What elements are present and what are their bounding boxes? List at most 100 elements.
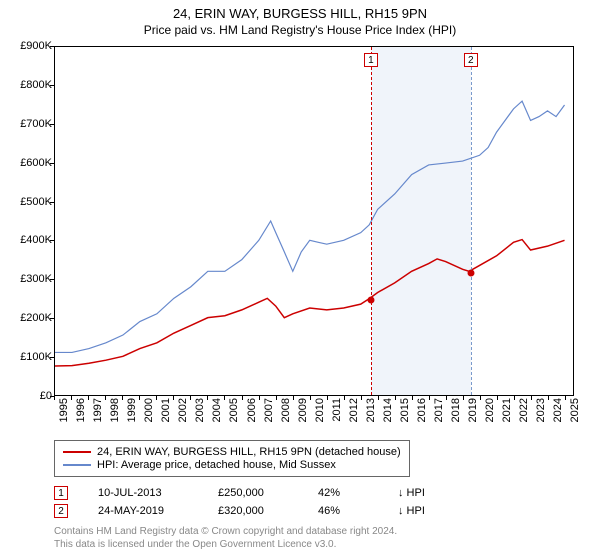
x-tick-mark [548, 396, 549, 400]
x-tick-label: 2025 [569, 398, 581, 422]
x-tick-mark [173, 396, 174, 400]
legend-item: 24, ERIN WAY, BURGESS HILL, RH15 9PN (de… [63, 446, 401, 458]
legend-label: 24, ERIN WAY, BURGESS HILL, RH15 9PN (de… [97, 446, 401, 458]
y-tick-label: £800K [20, 79, 52, 91]
legend-box: 24, ERIN WAY, BURGESS HILL, RH15 9PN (de… [54, 440, 410, 477]
marker-dashed-line [371, 47, 372, 395]
x-tick-mark [293, 396, 294, 400]
marker-dashed-line [471, 47, 472, 395]
x-tick-mark [242, 396, 243, 400]
sale-marker-icon: 1 [54, 486, 68, 500]
x-tick-label: 2014 [382, 398, 394, 422]
sale-date: 24-MAY-2019 [98, 505, 218, 517]
x-tick-label: 2001 [160, 398, 172, 422]
x-tick-label: 2020 [484, 398, 496, 422]
x-tick-mark [276, 396, 277, 400]
sale-marker-icon: 2 [54, 504, 68, 518]
x-tick-label: 2003 [194, 398, 206, 422]
footer-line: This data is licensed under the Open Gov… [54, 539, 397, 552]
x-tick-mark [480, 396, 481, 400]
sale-pct: 46% [318, 505, 398, 517]
x-tick-label: 2011 [331, 398, 343, 422]
plot-area: 12 [54, 46, 574, 396]
x-tick-label: 2010 [314, 398, 326, 422]
y-tick-label: £200K [20, 312, 52, 324]
sale-price: £250,000 [218, 487, 318, 499]
x-tick-label: 2017 [433, 398, 445, 422]
x-tick-mark [565, 396, 566, 400]
x-tick-mark [71, 396, 72, 400]
x-tick-label: 1996 [75, 398, 87, 422]
x-tick-label: 2024 [552, 398, 564, 422]
series-line [55, 101, 565, 352]
x-tick-label: 2000 [143, 398, 155, 422]
x-tick-mark [531, 396, 532, 400]
x-tick-label: 2018 [450, 398, 462, 422]
sales-table: 1 10-JUL-2013 £250,000 42% ↓ HPI 2 24-MA… [54, 484, 425, 520]
x-tick-label: 2012 [348, 398, 360, 422]
x-tick-label: 2015 [399, 398, 411, 422]
y-tick-label: £600K [20, 157, 52, 169]
x-tick-label: 1998 [109, 398, 121, 422]
x-tick-label: 2007 [263, 398, 275, 422]
x-tick-label: 2006 [246, 398, 258, 422]
x-tick-mark [446, 396, 447, 400]
x-tick-label: 2008 [280, 398, 292, 422]
chart-subtitle: Price paid vs. HM Land Registry's House … [0, 21, 600, 37]
x-tick-label: 1995 [58, 398, 70, 422]
x-tick-mark [190, 396, 191, 400]
x-tick-label: 2005 [228, 398, 240, 422]
x-tick-mark [395, 396, 396, 400]
table-row: 2 24-MAY-2019 £320,000 46% ↓ HPI [54, 502, 425, 520]
x-tick-mark [122, 396, 123, 400]
sale-direction: ↓ HPI [398, 487, 425, 499]
x-tick-label: 2004 [211, 398, 223, 422]
x-tick-mark [361, 396, 362, 400]
y-tick-label: £300K [20, 273, 52, 285]
x-tick-label: 2009 [297, 398, 309, 422]
legend-item: HPI: Average price, detached house, Mid … [63, 459, 401, 471]
legend-label: HPI: Average price, detached house, Mid … [97, 459, 336, 471]
x-tick-mark [54, 396, 55, 400]
line-series-svg [55, 47, 573, 395]
x-tick-mark [139, 396, 140, 400]
sale-dot [367, 296, 374, 303]
x-tick-mark [156, 396, 157, 400]
x-tick-mark [310, 396, 311, 400]
series-line [55, 240, 565, 366]
marker-label-box: 2 [464, 53, 478, 67]
sale-date: 10-JUL-2013 [98, 487, 218, 499]
y-tick-label: £100K [20, 351, 52, 363]
footer-line: Contains HM Land Registry data © Crown c… [54, 526, 397, 539]
x-tick-label: 1999 [126, 398, 138, 422]
sale-direction: ↓ HPI [398, 505, 425, 517]
y-tick-label: £500K [20, 196, 52, 208]
y-tick-label: £400K [20, 234, 52, 246]
x-tick-mark [378, 396, 379, 400]
x-tick-mark [105, 396, 106, 400]
x-tick-label: 2002 [177, 398, 189, 422]
x-tick-label: 2023 [535, 398, 547, 422]
x-tick-mark [88, 396, 89, 400]
legend-swatch [63, 464, 91, 466]
table-row: 1 10-JUL-2013 £250,000 42% ↓ HPI [54, 484, 425, 502]
chart-title: 24, ERIN WAY, BURGESS HILL, RH15 9PN [0, 0, 600, 21]
marker-label-box: 1 [364, 53, 378, 67]
x-tick-mark [224, 396, 225, 400]
x-tick-mark [412, 396, 413, 400]
legend-swatch [63, 451, 91, 453]
y-tick-label: £900K [20, 40, 52, 52]
x-tick-mark [463, 396, 464, 400]
sale-pct: 42% [318, 487, 398, 499]
chart-container: 24, ERIN WAY, BURGESS HILL, RH15 9PN Pri… [0, 0, 600, 560]
x-tick-label: 2019 [467, 398, 479, 422]
x-tick-mark [497, 396, 498, 400]
sale-price: £320,000 [218, 505, 318, 517]
x-tick-label: 2021 [501, 398, 513, 422]
x-tick-label: 1997 [92, 398, 104, 422]
x-tick-mark [429, 396, 430, 400]
sale-dot [467, 269, 474, 276]
x-tick-label: 2022 [518, 398, 530, 422]
x-tick-mark [344, 396, 345, 400]
x-tick-mark [207, 396, 208, 400]
